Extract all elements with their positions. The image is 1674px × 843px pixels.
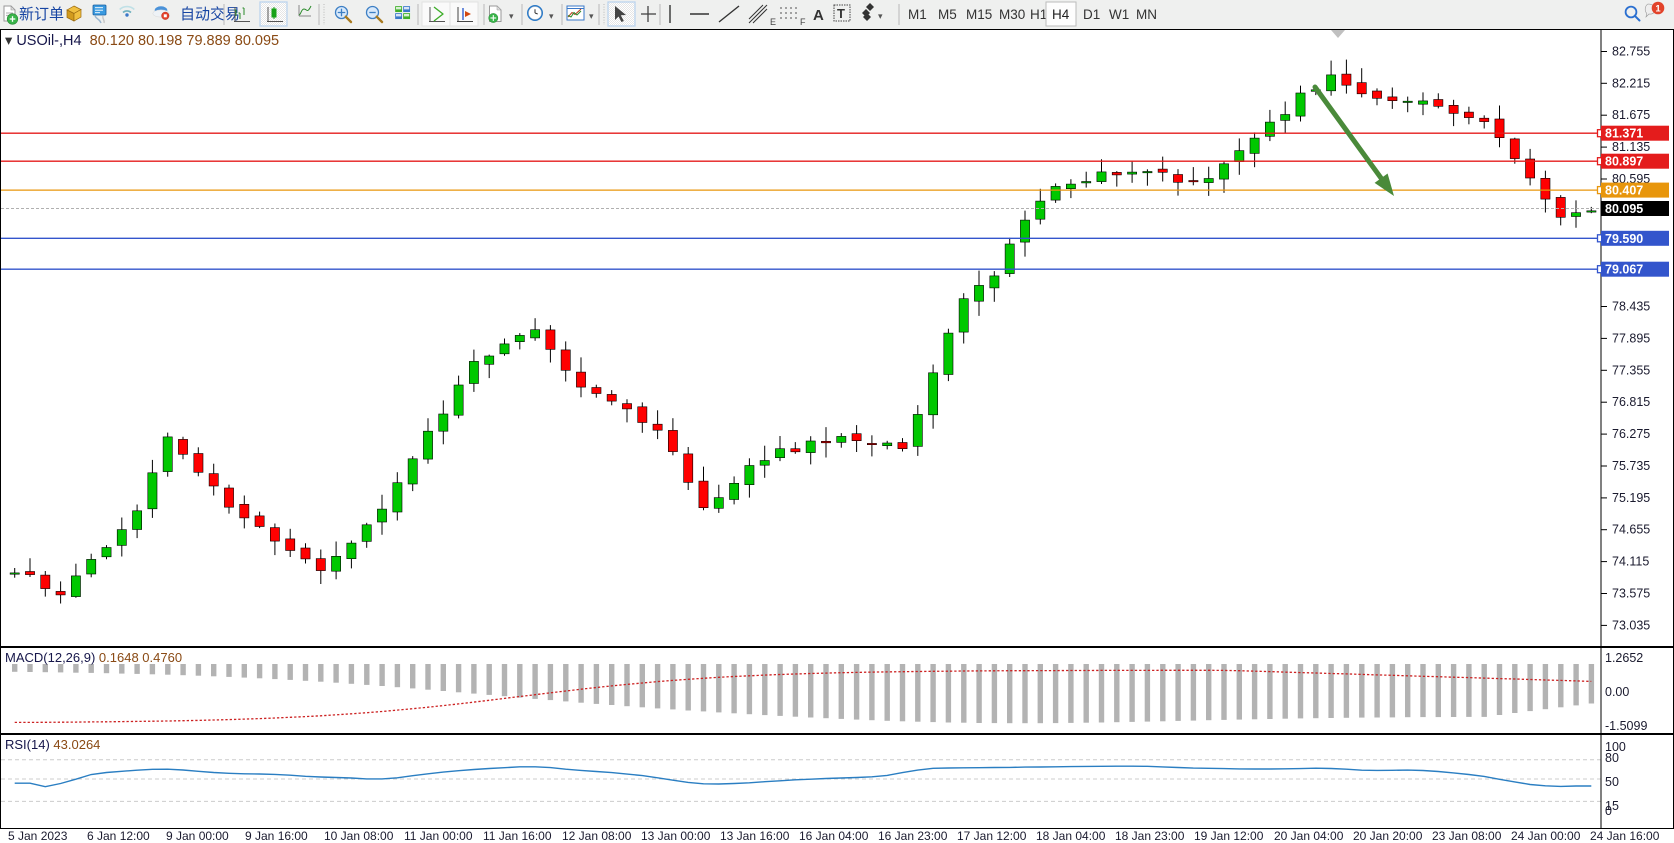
svg-text:73.575: 73.575	[1612, 587, 1650, 601]
svg-text:77.355: 77.355	[1612, 363, 1650, 377]
svg-text:M15: M15	[966, 7, 992, 22]
svg-text:▾: ▾	[549, 11, 554, 21]
svg-text:0.00: 0.00	[1605, 685, 1629, 699]
svg-text:81.675: 81.675	[1612, 108, 1650, 122]
svg-text:73.035: 73.035	[1612, 618, 1650, 632]
svg-text:74.115: 74.115	[1612, 555, 1649, 569]
svg-text:80: 80	[1605, 751, 1619, 765]
svg-text:82.755: 82.755	[1612, 45, 1650, 59]
svg-text:78.435: 78.435	[1612, 300, 1650, 314]
svg-text:H1: H1	[1030, 7, 1047, 22]
svg-text:M1: M1	[908, 7, 927, 22]
svg-text:74.655: 74.655	[1612, 523, 1650, 537]
svg-text:H4: H4	[1052, 7, 1070, 22]
svg-text:50: 50	[1605, 775, 1619, 789]
svg-text:▾: ▾	[878, 11, 883, 21]
svg-text:M5: M5	[938, 7, 957, 22]
svg-text:W1: W1	[1109, 7, 1129, 22]
svg-text:▾: ▾	[509, 11, 514, 21]
svg-text:75.735: 75.735	[1612, 459, 1650, 473]
svg-text:76.275: 76.275	[1612, 427, 1650, 441]
svg-text:77.895: 77.895	[1612, 331, 1650, 345]
svg-text:▾: ▾	[589, 11, 594, 21]
svg-text:79.067: 79.067	[1605, 263, 1643, 277]
svg-text:80.407: 80.407	[1605, 184, 1643, 198]
svg-text:79.590: 79.590	[1605, 232, 1643, 246]
svg-text:-1.5099: -1.5099	[1605, 719, 1647, 733]
svg-text:81.371: 81.371	[1605, 127, 1643, 141]
svg-text:76.815: 76.815	[1612, 395, 1650, 409]
svg-text:MN: MN	[1136, 7, 1157, 22]
svg-text:1: 1	[1655, 3, 1661, 14]
svg-text:82.215: 82.215	[1612, 76, 1650, 90]
svg-text:1.2652: 1.2652	[1605, 651, 1643, 665]
svg-text:F: F	[800, 17, 806, 27]
svg-text:80.897: 80.897	[1605, 155, 1643, 169]
svg-text:81.135: 81.135	[1612, 140, 1650, 154]
svg-text:A: A	[813, 7, 824, 24]
svg-text:0: 0	[1605, 804, 1612, 818]
svg-text:T: T	[837, 6, 845, 21]
svg-text:75.195: 75.195	[1612, 491, 1650, 505]
svg-text:D1: D1	[1083, 7, 1100, 22]
svg-text:自动交易: 自动交易	[180, 5, 240, 23]
svg-text:E: E	[770, 17, 776, 27]
svg-text:新订单: 新订单	[19, 6, 64, 23]
svg-text:M30: M30	[999, 7, 1025, 22]
svg-text:80.095: 80.095	[1605, 202, 1643, 216]
